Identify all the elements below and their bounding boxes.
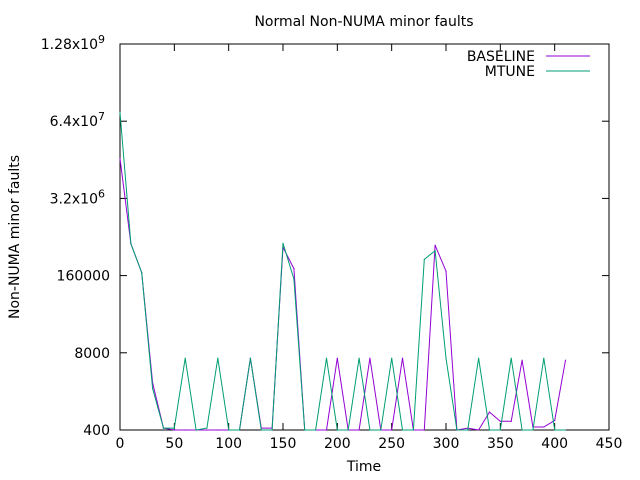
x-tick-label: 350 bbox=[487, 436, 514, 452]
data-point-mtune bbox=[206, 427, 208, 429]
data-point-baseline bbox=[434, 244, 436, 246]
data-point-mtune bbox=[162, 427, 165, 429]
data-point-mtune bbox=[380, 429, 382, 431]
x-tick-label: 300 bbox=[433, 436, 460, 452]
data-point-baseline bbox=[510, 420, 512, 422]
data-point-mtune bbox=[564, 429, 567, 431]
data-point-mtune bbox=[532, 429, 534, 431]
data-point-mtune bbox=[293, 278, 295, 280]
data-point-mtune bbox=[510, 357, 512, 359]
y-axis-label: Non-NUMA minor faults bbox=[7, 155, 23, 319]
x-tick-label: 450 bbox=[596, 436, 623, 452]
data-point-baseline bbox=[521, 359, 523, 361]
data-point-mtune bbox=[543, 357, 545, 359]
data-point-mtune bbox=[195, 429, 197, 431]
x-tick-label: 50 bbox=[165, 436, 183, 452]
data-point-mtune bbox=[173, 427, 175, 429]
data-point-mtune bbox=[521, 429, 523, 431]
y-tick-exponent: 9 bbox=[98, 33, 105, 46]
data-point-baseline bbox=[445, 270, 447, 272]
data-point-baseline bbox=[554, 419, 556, 421]
series-group bbox=[119, 111, 567, 431]
x-tick-label: 200 bbox=[324, 436, 351, 452]
data-point-mtune bbox=[478, 357, 480, 359]
data-point-baseline bbox=[499, 420, 501, 422]
x-tick-label: 400 bbox=[541, 436, 568, 452]
data-point-baseline bbox=[173, 429, 175, 431]
data-point-mtune bbox=[141, 272, 143, 274]
y-tick-label: 400 bbox=[83, 423, 110, 439]
data-point-baseline bbox=[478, 429, 480, 431]
data-point-mtune bbox=[434, 250, 436, 252]
y-tick-label: 8000 bbox=[74, 346, 110, 362]
data-point-baseline bbox=[564, 359, 567, 361]
y-tick-label: 6.4x107 bbox=[50, 110, 105, 130]
data-point-mtune bbox=[358, 357, 360, 359]
data-point-baseline bbox=[336, 357, 338, 359]
y-tick-exponent: 7 bbox=[98, 110, 105, 123]
plot-area-frame bbox=[119, 43, 610, 431]
data-point-baseline bbox=[488, 411, 491, 413]
data-point-baseline bbox=[358, 429, 360, 431]
data-point-baseline bbox=[401, 357, 404, 359]
y-axis-ticks: 400 8000 160000 3.2x106 6.4x107 1.28x109 bbox=[41, 33, 609, 439]
data-point-mtune bbox=[315, 429, 317, 431]
data-point-mtune bbox=[336, 429, 338, 431]
data-point-mtune bbox=[412, 429, 414, 431]
y-tick-label: 3.2x106 bbox=[50, 187, 105, 207]
data-point-baseline bbox=[119, 158, 121, 160]
x-tick-label: 150 bbox=[270, 436, 297, 452]
data-point-mtune bbox=[304, 429, 306, 431]
data-point-baseline bbox=[217, 429, 219, 431]
data-point-mtune bbox=[423, 258, 425, 260]
y-tick-exponent: 6 bbox=[98, 187, 105, 200]
data-point-baseline bbox=[325, 429, 328, 431]
data-point-mtune bbox=[152, 387, 154, 390]
x-tick-label: 100 bbox=[215, 436, 242, 452]
data-point-mtune bbox=[467, 429, 469, 431]
chart-title: Normal Non-NUMA minor faults bbox=[254, 14, 473, 30]
x-axis-ticks: 0 50 100 150 200 250 300 350 400 450 bbox=[116, 44, 623, 452]
data-point-mtune bbox=[369, 429, 371, 431]
data-point-mtune bbox=[130, 243, 132, 245]
data-point-mtune bbox=[238, 429, 241, 431]
legend-label: MTUNE bbox=[485, 64, 535, 80]
data-point-baseline bbox=[293, 268, 295, 270]
data-point-mtune bbox=[499, 429, 501, 431]
data-point-mtune bbox=[228, 429, 230, 431]
data-point-baseline bbox=[184, 429, 186, 431]
y-tick-label: 160000 bbox=[57, 269, 110, 285]
y-tick-label: 1.28x109 bbox=[41, 33, 105, 53]
data-point-mtune bbox=[217, 357, 219, 359]
data-point-mtune bbox=[282, 242, 284, 244]
data-point-mtune bbox=[347, 429, 349, 431]
data-point-baseline bbox=[369, 357, 371, 359]
data-point-mtune bbox=[456, 429, 458, 431]
data-point-mtune bbox=[554, 429, 556, 431]
data-point-mtune bbox=[445, 357, 447, 359]
data-point-mtune bbox=[271, 429, 273, 431]
data-point-mtune bbox=[401, 429, 404, 431]
data-point-mtune bbox=[391, 357, 393, 359]
legend-label: BASELINE bbox=[467, 49, 535, 65]
data-point-baseline bbox=[391, 429, 393, 431]
data-point-mtune bbox=[488, 429, 491, 431]
data-point-mtune bbox=[249, 357, 251, 359]
data-point-mtune bbox=[119, 111, 121, 113]
data-point-baseline bbox=[206, 429, 208, 431]
series-line-baseline bbox=[119, 158, 566, 431]
data-point-mtune bbox=[325, 357, 328, 359]
data-point-baseline bbox=[543, 426, 545, 428]
x-tick-label: 250 bbox=[378, 436, 405, 452]
data-point-mtune bbox=[260, 429, 262, 431]
x-axis-label: Time bbox=[346, 459, 381, 475]
data-point-mtune bbox=[184, 357, 186, 359]
data-point-baseline bbox=[423, 429, 425, 431]
x-tick-label: 0 bbox=[116, 436, 125, 452]
series-line-mtune bbox=[119, 112, 566, 431]
